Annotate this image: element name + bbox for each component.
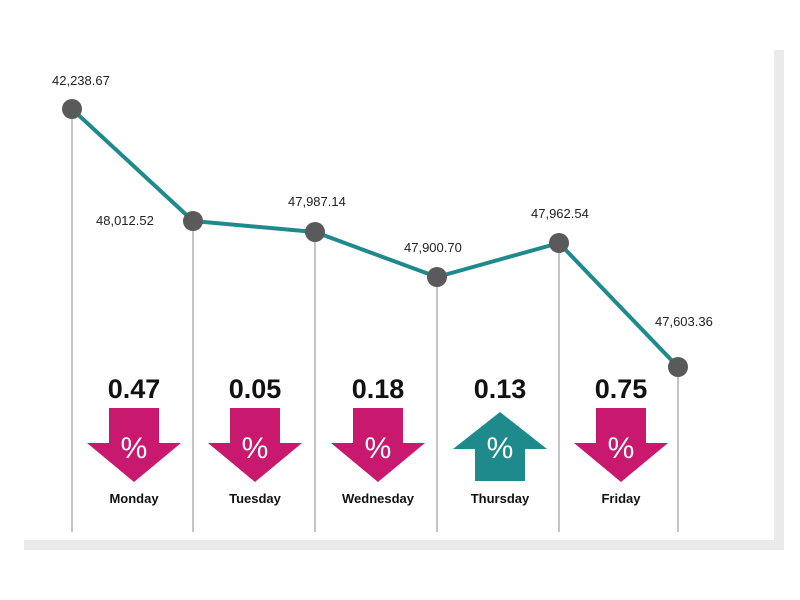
point-value-label: 47,987.14 xyxy=(288,194,346,209)
point-value-label: 47,900.70 xyxy=(404,240,462,255)
point-value-labels: 42,238.67 48,012.52 47,987.14 47,900.70 47,9… xyxy=(52,73,713,329)
point-value-label: 48,012.52 xyxy=(96,213,154,228)
down-arrow-percent-icon xyxy=(87,408,181,482)
data-point xyxy=(668,357,688,377)
trend-line-layer xyxy=(70,107,680,369)
percent-sign: % xyxy=(365,432,392,465)
data-markers xyxy=(62,99,688,377)
day-label: Wednesday xyxy=(342,491,415,506)
change-value: 0.13 xyxy=(474,374,527,404)
day-label: Friday xyxy=(601,491,641,506)
day-label: Tuesday xyxy=(229,491,282,506)
change-value: 0.75 xyxy=(595,374,648,404)
data-point xyxy=(183,211,203,231)
change-indicator-tuesday: 0.05% Tuesday xyxy=(208,374,302,506)
change-indicator-thursday: 0.13% Thursday xyxy=(453,374,547,506)
daily-change-indicators: 0.47%Monday0.05%Tuesday0.18%Wednesday0.1… xyxy=(87,374,668,506)
change-value: 0.47 xyxy=(108,374,161,404)
change-value: 0.05 xyxy=(229,374,282,404)
day-label: Monday xyxy=(109,491,159,506)
day-label: Thursday xyxy=(471,491,530,506)
data-point xyxy=(549,233,569,253)
percent-sign: % xyxy=(608,432,635,465)
data-point xyxy=(305,222,325,242)
trend-line xyxy=(70,107,680,369)
down-arrow-percent-icon xyxy=(574,408,668,482)
up-arrow-percent-icon xyxy=(453,412,547,481)
percent-sign: % xyxy=(487,432,514,465)
percent-sign: % xyxy=(242,432,269,465)
change-value: 0.18 xyxy=(352,374,405,404)
data-point xyxy=(62,99,82,119)
point-value-label: 42,238.67 xyxy=(52,73,110,88)
change-indicator-wednesday: 0.18% Wednesday xyxy=(331,374,425,506)
percent-sign: % xyxy=(121,432,148,465)
down-arrow-percent-icon xyxy=(331,408,425,482)
data-point xyxy=(427,267,447,287)
change-indicator-monday: 0.47% Monday xyxy=(87,374,181,506)
point-value-label: 47,962.54 xyxy=(531,206,589,221)
down-arrow-percent-icon xyxy=(208,408,302,482)
point-value-label: 47,603.36 xyxy=(655,314,713,329)
change-indicator-friday: 0.75% Friday xyxy=(574,374,668,506)
vertical-guides xyxy=(71,109,679,532)
